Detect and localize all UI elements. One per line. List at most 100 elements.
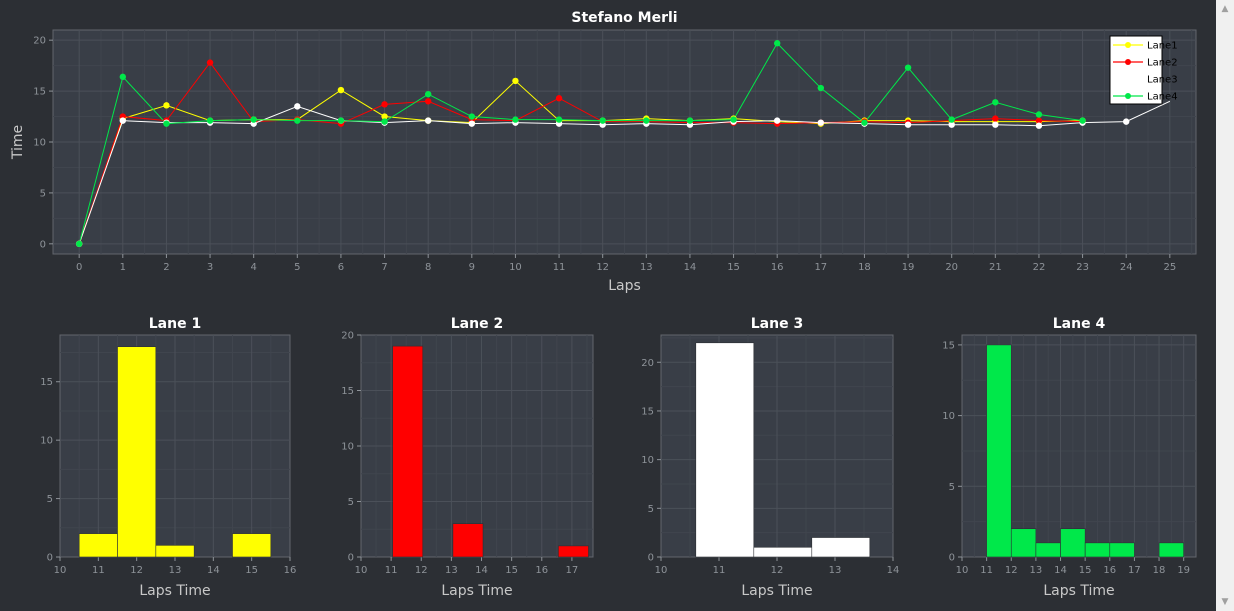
chart-title: Lane 1 — [149, 316, 201, 332]
data-point-lane3 — [817, 119, 825, 126]
chart-title: Lane 4 — [1053, 316, 1106, 332]
x-tick-label: 15 — [505, 565, 518, 576]
data-point-lane4 — [75, 240, 83, 248]
y-tick-label: 5 — [648, 504, 654, 515]
x-tick-label: 16 — [284, 565, 297, 576]
x-tick-label: 2 — [163, 262, 169, 273]
data-point-lane2 — [206, 59, 214, 66]
data-point-lane4 — [599, 117, 606, 124]
y-tick-label: 20 — [641, 358, 654, 369]
data-point-lane4 — [163, 120, 170, 127]
histogram-bar — [1060, 528, 1086, 558]
x-axis-label: Laps Time — [441, 583, 512, 599]
data-point-lane4 — [294, 117, 301, 124]
legend-marker-lane4 — [1125, 93, 1131, 99]
data-point-lane4 — [773, 40, 781, 47]
histogram-bar — [986, 344, 1012, 558]
x-tick-label: 12 — [771, 565, 784, 576]
x-tick-label: 12 — [596, 262, 609, 273]
x-tick-label: 7 — [381, 262, 387, 273]
chart-4: 10 11 12 13 14 15 16 17 18 19 0 5 10 15 Lane 4 Laps Tim… — [942, 316, 1197, 599]
x-tick-label: 17 — [1128, 565, 1141, 576]
histogram-bar — [1158, 542, 1184, 558]
y-tick-label: 15 — [341, 386, 354, 397]
histogram-bar — [1035, 542, 1061, 558]
x-tick-label: 13 — [829, 565, 842, 576]
x-tick-label: 23 — [1076, 262, 1089, 273]
x-tick-label: 3 — [207, 262, 213, 273]
data-point-lane3 — [948, 121, 955, 128]
data-point-lane4 — [992, 99, 999, 106]
histogram-bar — [117, 346, 157, 558]
legend-label-lane4: Lane4 — [1147, 92, 1178, 103]
y-axis-label: Time — [10, 125, 26, 160]
y-tick-label: 5 — [949, 482, 955, 493]
histogram-bar — [558, 545, 589, 558]
legend-label-lane3: Lane3 — [1147, 75, 1178, 86]
x-tick-label: 16 — [771, 262, 784, 273]
data-point-lane3 — [773, 117, 781, 124]
chart-title: Stefano Merli — [571, 10, 677, 26]
x-tick-label: 18 — [858, 262, 871, 273]
y-tick-label: 10 — [641, 455, 654, 466]
scroll-down-arrow-icon[interactable]: ▼ — [1221, 597, 1229, 607]
data-point-lane4 — [904, 64, 912, 71]
data-point-lane4 — [686, 117, 694, 124]
x-tick-label: 10 — [54, 565, 67, 576]
series-line-lane3 — [78, 100, 1171, 244]
histogram-bar — [392, 345, 424, 558]
x-tick-label: 11 — [385, 565, 398, 576]
histogram-bar — [1109, 542, 1135, 558]
x-tick-label: 0 — [76, 262, 82, 273]
histogram-bar — [452, 523, 484, 558]
x-tick-label: 10 — [655, 565, 668, 576]
y-tick-label: 10 — [40, 436, 53, 447]
x-tick-label: 22 — [1033, 262, 1046, 273]
x-tick-label: 12 — [1005, 565, 1018, 576]
data-point-lane3 — [992, 121, 999, 128]
data-point-lane2 — [381, 101, 388, 108]
x-axis-label: Laps Time — [741, 583, 812, 599]
x-tick-label: 13 — [169, 565, 182, 576]
x-tick-label: 15 — [1079, 565, 1092, 576]
data-point-lane4 — [250, 116, 257, 123]
x-tick-label: 18 — [1153, 565, 1166, 576]
data-point-lane4 — [643, 117, 650, 124]
x-tick-label: 12 — [415, 565, 428, 576]
x-tick-label: 24 — [1120, 262, 1133, 273]
x-tick-label: 8 — [425, 262, 431, 273]
data-point-lane1 — [512, 77, 519, 85]
x-tick-label: 13 — [1030, 565, 1043, 576]
y-tick-label: 10 — [942, 411, 955, 422]
x-tick-label: 12 — [130, 565, 143, 576]
data-point-lane3 — [424, 117, 432, 124]
vertical-scrollbar[interactable]: ▲ ▼ — [1216, 0, 1234, 611]
chart-3: 10 11 12 13 14 0 5 10 15 20 Lane 3 Laps Time — [641, 316, 899, 599]
y-tick-label: 20 — [341, 331, 354, 342]
x-tick-label: 11 — [92, 565, 105, 576]
legend-marker-lane1 — [1125, 42, 1131, 48]
x-tick-label: 16 — [535, 565, 548, 576]
data-point-lane3 — [1035, 122, 1043, 129]
scroll-up-arrow-icon[interactable]: ▲ — [1221, 4, 1229, 14]
histogram-bar — [1084, 542, 1111, 558]
data-point-lane4 — [1035, 111, 1043, 118]
data-point-lane4 — [555, 116, 563, 123]
x-tick-label: 10 — [509, 262, 522, 273]
y-tick-label: 10 — [341, 442, 354, 453]
data-point-lane1 — [337, 86, 345, 94]
data-point-lane4 — [424, 90, 432, 98]
y-tick-label: 15 — [40, 377, 53, 388]
x-tick-label: 21 — [989, 262, 1002, 273]
x-tick-label: 11 — [713, 565, 726, 576]
data-point-lane1 — [381, 113, 388, 120]
x-tick-label: 10 — [956, 565, 969, 576]
data-point-lane4 — [337, 117, 345, 124]
y-tick-label: 15 — [33, 87, 46, 98]
data-point-lane4 — [817, 84, 825, 92]
series-line-lane2 — [78, 61, 1083, 244]
histogram-bar — [753, 546, 813, 558]
data-point-lane4 — [381, 118, 388, 125]
y-tick-label: 0 — [348, 553, 354, 564]
chart-title: Lane 3 — [751, 316, 803, 332]
